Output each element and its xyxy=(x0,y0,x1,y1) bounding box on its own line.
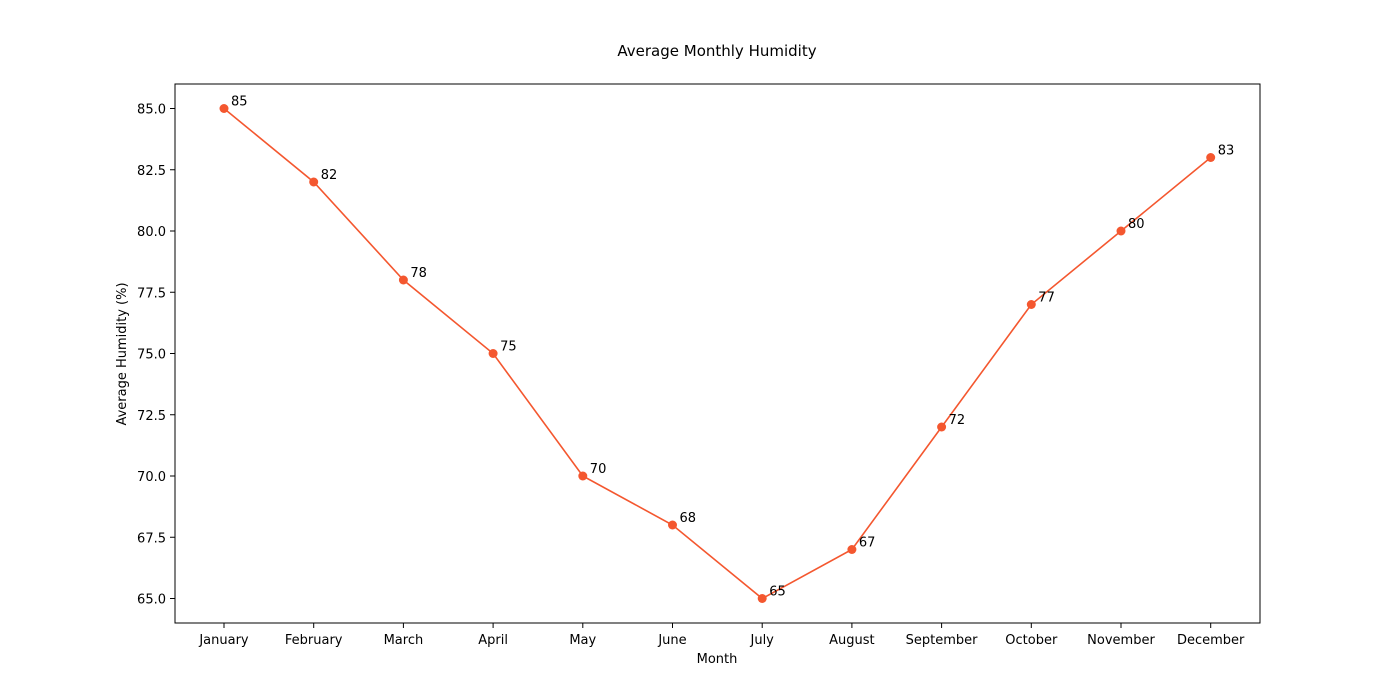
data-label: 65 xyxy=(769,585,786,600)
chart-title: Average Monthly Humidity xyxy=(617,42,816,60)
data-label: 75 xyxy=(500,340,517,355)
x-tick-label: July xyxy=(750,633,775,648)
data-label: 68 xyxy=(680,511,697,526)
data-point xyxy=(1116,226,1126,236)
data-point xyxy=(1206,153,1216,162)
data-label: 72 xyxy=(949,413,966,428)
data-point xyxy=(309,177,319,187)
y-tick-label: 82.5 xyxy=(137,164,166,179)
data-point xyxy=(757,594,767,603)
y-tick-label: 85.0 xyxy=(137,103,166,118)
data-label: 77 xyxy=(1038,291,1055,306)
x-tick-label: September xyxy=(906,633,979,648)
y-axis: 65.0 67.5 70.0 72.5 75.0 77.5 80.0 82.5 85.0 xyxy=(137,103,175,608)
series-humidity: 85 82 78 75 70 68 65 67 72 77 80 83 xyxy=(219,95,1235,603)
x-tick-label: November xyxy=(1087,633,1155,648)
x-tick-label: February xyxy=(285,633,343,648)
data-point xyxy=(1026,300,1036,309)
y-tick-label: 65.0 xyxy=(137,593,166,608)
x-tick-label: March xyxy=(384,633,424,648)
x-axis: January February March April May June July Augu… xyxy=(198,623,1245,648)
y-tick-label: 80.0 xyxy=(137,225,166,240)
x-tick-label: December xyxy=(1177,633,1245,648)
x-axis-title: Month xyxy=(697,652,738,667)
y-tick-label: 72.5 xyxy=(137,409,166,424)
data-point xyxy=(847,545,857,554)
data-point xyxy=(398,275,408,285)
data-label: 83 xyxy=(1218,144,1235,159)
data-label: 78 xyxy=(410,266,427,281)
data-point xyxy=(937,422,947,432)
x-tick-label: June xyxy=(657,633,686,648)
data-point xyxy=(219,104,229,113)
x-tick-label: April xyxy=(478,633,508,648)
y-tick-label: 67.5 xyxy=(137,531,166,546)
x-tick-label: August xyxy=(829,633,875,648)
x-tick-label: January xyxy=(198,633,249,648)
data-label: 67 xyxy=(859,536,876,551)
series-line xyxy=(223,107,1212,600)
data-label: 85 xyxy=(231,95,248,110)
data-label: 82 xyxy=(321,168,338,183)
y-tick-label: 77.5 xyxy=(137,286,166,301)
x-tick-label: May xyxy=(569,633,596,648)
y-tick-label: 75.0 xyxy=(137,348,166,363)
data-point xyxy=(668,520,677,530)
plot-area xyxy=(174,83,1261,624)
data-point xyxy=(488,349,498,358)
data-point xyxy=(578,471,588,481)
y-axis-title: Average Humidity (%) xyxy=(115,282,130,425)
y-tick-label: 70.0 xyxy=(137,470,166,485)
x-tick-label: October xyxy=(1005,633,1058,648)
data-label: 70 xyxy=(590,462,607,477)
data-label: 80 xyxy=(1128,217,1145,232)
